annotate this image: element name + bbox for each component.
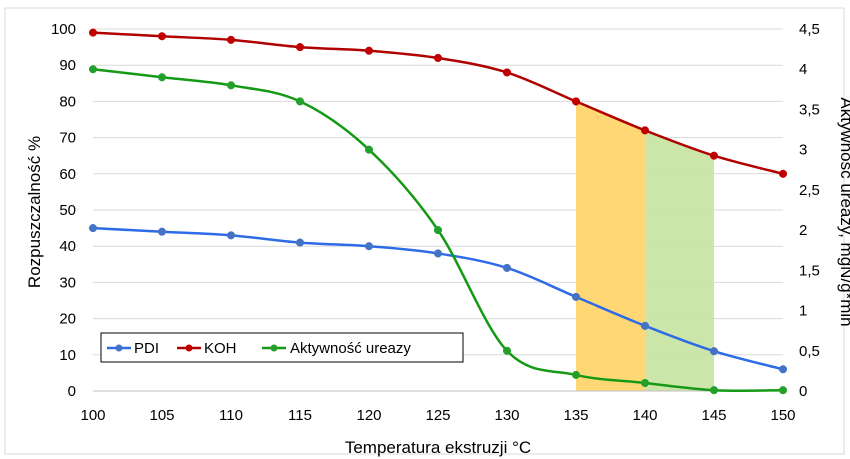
point-koh-120 [364,46,374,55]
shaded-region-1 [576,101,645,392]
point-aktywno-ureazy-150 [778,386,788,395]
series-koh [88,28,788,178]
point-koh-115 [295,43,305,52]
shaded-region-2 [645,130,714,392]
chart-outer-frame [4,7,845,455]
legend-marker-pdi [115,344,123,352]
x-tick-label-150: 150 [770,407,795,424]
y2-tick-label-0-5: 0,5 [799,343,820,360]
point-pdi-110 [226,231,236,240]
x-tick-label-135: 135 [563,407,588,424]
legend-item-pdi: PDI [107,340,159,357]
legend-marker-ureaza [270,344,278,352]
point-aktywno-ureazy-100 [88,65,98,74]
y-tick-label-90: 90 [59,57,76,74]
y2-tick-label-1-5: 1,5 [799,262,820,279]
point-aktywno-ureazy-130 [502,346,512,355]
x-tick-label-140: 140 [632,407,657,424]
y-tick-label-100: 100 [51,21,76,38]
point-koh-100 [88,28,98,37]
point-koh-145 [709,151,719,160]
y-tick-label-0: 0 [68,383,76,400]
point-koh-130 [502,68,512,77]
y2-tick-label-3-5: 3,5 [799,101,820,118]
y-tick-label-10: 10 [59,347,76,364]
y-tick-label-80: 80 [59,93,76,110]
legend: PDI KOH Aktywność ureazy [100,332,464,363]
x-tick-label-120: 120 [356,407,381,424]
x-tick-label-110: 110 [219,407,243,424]
point-aktywno-ureazy-105 [157,73,167,82]
y-axis-title: Rozpuszczalność % [25,136,44,288]
point-koh-105 [157,32,167,41]
legend-label-ureaza: Aktywność ureazy [290,340,411,357]
point-koh-135 [571,97,581,106]
point-pdi-125 [433,249,443,258]
point-aktywno-ureazy-115 [295,97,305,106]
y-tick-label-30: 30 [59,274,76,291]
legend-item-koh: KOH [177,340,237,357]
tick-labels: 100 105 110 115 120 125 130 135 140 145 1500102030… [51,21,820,424]
y2-tick-label-2-5: 2,5 [799,182,820,199]
y-tick-label-40: 40 [59,238,76,255]
series-aktywno-ureazy [88,65,788,395]
x-tick-label-115: 115 [288,407,312,424]
y-tick-label-70: 70 [59,130,76,147]
y2-tick-label-1: 1 [799,303,807,320]
y2-tick-label-4: 4 [799,61,807,78]
x-tick-label-105: 105 [149,407,174,424]
point-koh-110 [226,35,236,44]
point-aktywno-ureazy-145 [709,386,719,395]
point-pdi-130 [502,263,512,272]
point-pdi-135 [571,292,581,301]
point-koh-125 [433,53,443,63]
series-pdi [88,224,788,374]
shaded-regions [576,101,714,392]
x-tick-label-130: 130 [494,407,519,424]
point-koh-150 [778,169,788,178]
x-axis-title: Temperatura ekstruzji °C [345,438,531,457]
y2-tick-label-3: 3 [799,142,807,159]
y-tick-label-20: 20 [59,311,76,328]
point-pdi-115 [295,238,305,247]
legend-item-ureaza: Aktywność ureazy [262,340,411,357]
y2-tick-label-4-5: 4,5 [799,21,820,38]
legend-marker-koh [185,344,193,352]
point-aktywno-ureazy-120 [364,145,374,154]
point-aktywno-ureazy-140 [640,378,650,388]
legend-label-koh: KOH [204,340,237,357]
series [88,28,788,395]
x-tick-label-100: 100 [80,407,105,424]
point-pdi-100 [88,224,98,233]
legend-label-pdi: PDI [134,340,159,357]
point-aktywno-ureazy-135 [571,370,581,379]
point-pdi-140 [640,321,650,330]
x-tick-label-145: 145 [701,407,726,424]
y-tick-label-50: 50 [59,202,76,219]
x-tick-label-125: 125 [425,407,450,424]
y2-axis-title: Aktywność ureazy, mgN/g*min [837,97,850,326]
y-tick-label-60: 60 [59,166,76,183]
point-pdi-105 [157,227,167,236]
legend-box [100,332,464,363]
point-aktywno-ureazy-125 [433,226,443,235]
point-koh-140 [640,126,650,135]
point-pdi-120 [364,242,374,251]
y2-tick-label-0: 0 [799,383,807,400]
y2-tick-label-2: 2 [799,222,807,239]
point-pdi-150 [778,365,788,374]
point-pdi-145 [709,347,719,356]
point-aktywno-ureazy-110 [226,81,236,90]
